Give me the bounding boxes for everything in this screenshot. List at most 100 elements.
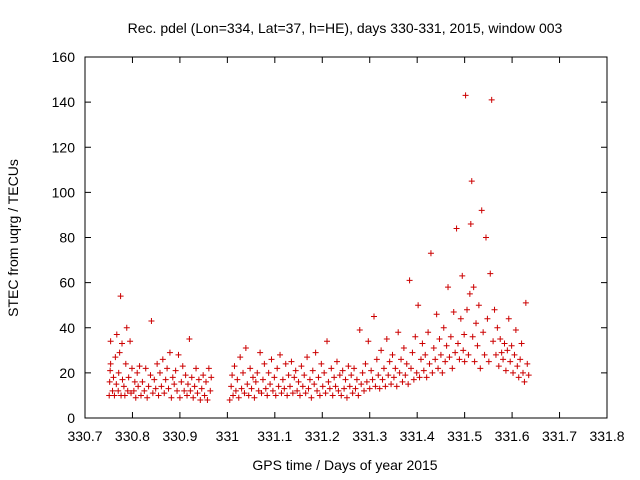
data-point (174, 387, 181, 394)
x-tick: 330.8 (115, 57, 150, 444)
data-point (155, 392, 162, 399)
data-point (352, 385, 359, 392)
data-point (511, 351, 518, 358)
data-point (251, 394, 258, 401)
data-point (442, 358, 449, 365)
data-point (362, 360, 369, 367)
data-point (144, 394, 151, 401)
data-point (151, 376, 158, 383)
data-point (468, 178, 475, 185)
data-point (505, 315, 512, 322)
data-point (154, 360, 161, 367)
data-point (309, 367, 316, 374)
x-tick: 331.2 (305, 57, 340, 444)
data-point (390, 374, 397, 381)
data-point (226, 396, 233, 403)
data-point (304, 354, 311, 361)
data-point (498, 349, 505, 356)
data-point (135, 383, 142, 390)
data-point (490, 338, 497, 345)
data-point (439, 369, 446, 376)
data-point (107, 360, 114, 367)
data-point (264, 392, 271, 399)
data-point (159, 356, 166, 363)
data-point (427, 250, 434, 257)
data-point (467, 220, 474, 227)
data-point (359, 369, 366, 376)
data-point (514, 363, 521, 370)
data-point (184, 381, 191, 388)
x-tick: 331.3 (352, 57, 387, 444)
data-point (198, 385, 205, 392)
data-point (396, 369, 403, 376)
data-point (115, 369, 122, 376)
y-tick-label: 0 (67, 410, 75, 426)
data-point (278, 390, 285, 397)
x-tick: 331.5 (447, 57, 482, 444)
data-point (388, 381, 395, 388)
x-tick: 331.8 (589, 57, 625, 444)
data-point (169, 374, 176, 381)
y-tick-label: 160 (52, 49, 76, 65)
data-point (351, 365, 358, 372)
data-point (107, 338, 114, 345)
data-point (131, 378, 138, 385)
data-point (285, 372, 292, 379)
data-point (469, 333, 476, 340)
data-point (333, 358, 340, 365)
x-tick-label: 331.1 (257, 428, 292, 444)
data-point (502, 367, 509, 374)
data-point (461, 331, 468, 338)
x-tick: 331.1 (257, 57, 293, 444)
data-point (368, 367, 375, 374)
data-point (188, 374, 195, 381)
data-point (267, 381, 274, 388)
data-point (241, 390, 248, 397)
data-point (148, 317, 155, 324)
data-point (277, 351, 284, 358)
chart-title: Rec. pdel (Lon=334, Lat=37, h=HE), days … (128, 20, 563, 36)
data-point (136, 363, 143, 370)
x-tick-label: 331.3 (352, 428, 387, 444)
data-point (478, 207, 485, 214)
data-point (318, 360, 325, 367)
data-point (237, 354, 244, 361)
data-point (321, 369, 328, 376)
data-point (395, 329, 402, 336)
data-point (420, 367, 427, 374)
data-point (257, 349, 264, 356)
data-point (247, 365, 254, 372)
data-point (271, 374, 278, 381)
y-tick-label: 100 (52, 184, 76, 200)
data-point (380, 365, 387, 372)
data-point (265, 369, 272, 376)
data-point (447, 333, 454, 340)
data-point (435, 365, 442, 372)
data-point (398, 356, 405, 363)
data-point (457, 315, 464, 322)
data-point (440, 324, 447, 331)
data-point (200, 372, 207, 379)
data-point (408, 365, 415, 372)
y-tick-label: 40 (59, 320, 75, 336)
y-tick: 20 (59, 365, 607, 381)
x-tick: 331.7 (542, 57, 577, 444)
data-point (365, 338, 372, 345)
data-point (325, 378, 332, 385)
data-point (324, 338, 331, 345)
data-point (292, 367, 299, 374)
data-point (258, 390, 265, 397)
x-tick-label: 331.8 (589, 428, 624, 444)
data-point (162, 376, 169, 383)
data-point (504, 347, 511, 354)
data-point (383, 336, 390, 343)
data-point (422, 351, 429, 358)
data-point (125, 374, 132, 381)
data-point (119, 340, 126, 347)
data-point (346, 383, 353, 390)
data-point (109, 387, 116, 394)
data-point (403, 360, 410, 367)
data-point (242, 345, 249, 352)
data-point (156, 369, 163, 376)
data-point (343, 394, 350, 401)
